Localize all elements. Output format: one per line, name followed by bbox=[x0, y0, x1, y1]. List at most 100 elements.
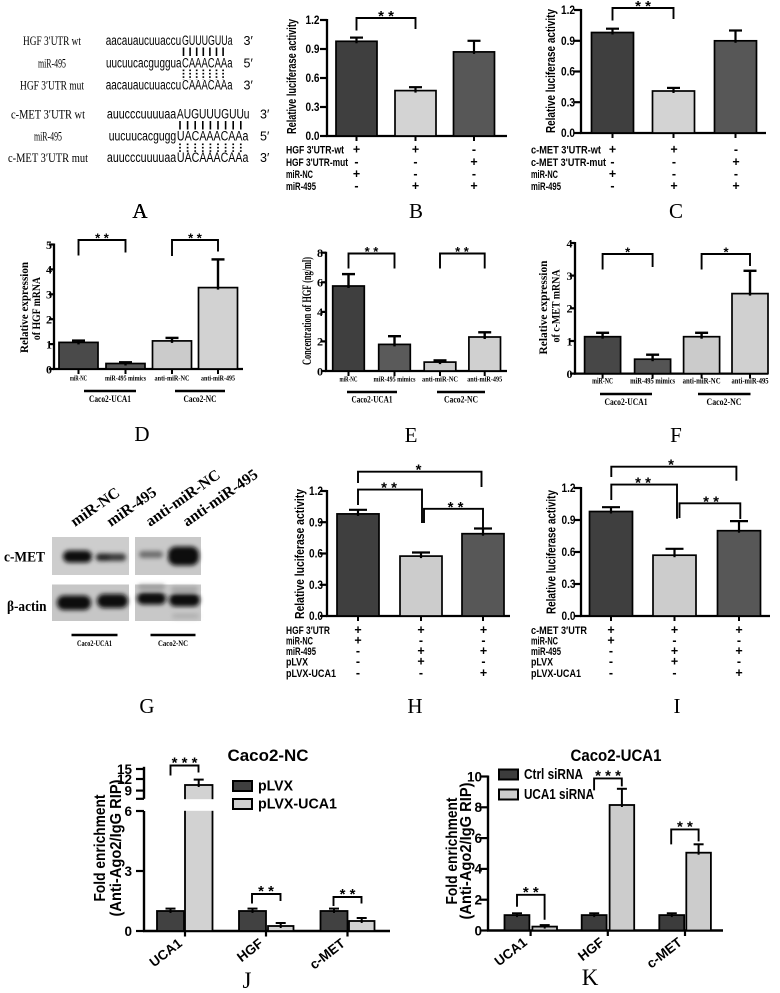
svg-text:uucuucacguggua: uucuucacguggua bbox=[106, 56, 182, 71]
svg-text:E: E bbox=[405, 423, 418, 447]
svg-text:G: G bbox=[139, 694, 154, 718]
svg-text:-: - bbox=[609, 666, 613, 680]
svg-text:miR-NC: miR-NC bbox=[340, 375, 358, 384]
svg-text:AUGUUUGUUu: AUGUUUGUUu bbox=[177, 107, 250, 122]
svg-text:0.9: 0.9 bbox=[306, 44, 320, 56]
svg-text:* *: * * bbox=[258, 883, 274, 900]
svg-text:+: + bbox=[609, 167, 616, 181]
svg-text:+: + bbox=[732, 155, 739, 169]
svg-text:+: + bbox=[671, 644, 678, 658]
svg-text:miR-495: miR-495 bbox=[531, 646, 561, 658]
svg-text:miR-NC: miR-NC bbox=[531, 636, 558, 648]
svg-text:3: 3 bbox=[46, 288, 52, 302]
svg-text:K: K bbox=[582, 965, 599, 990]
svg-text:+: + bbox=[735, 644, 742, 658]
svg-text:A: A bbox=[132, 199, 148, 223]
svg-text:C: C bbox=[669, 199, 683, 223]
svg-text:+: + bbox=[353, 143, 360, 157]
svg-text:+: + bbox=[607, 634, 614, 648]
svg-text:+: + bbox=[470, 179, 477, 193]
svg-text:miR-495: miR-495 bbox=[286, 646, 316, 658]
svg-text:auucccuuuuaa: auucccuuuuaa bbox=[107, 150, 177, 165]
svg-text:3′: 3′ bbox=[244, 79, 254, 93]
svg-text:anti-miR-NC: anti-miR-NC bbox=[683, 377, 721, 386]
svg-text:-: - bbox=[419, 634, 423, 648]
svg-text:0: 0 bbox=[567, 367, 573, 381]
svg-text:+: + bbox=[417, 655, 424, 669]
svg-text:* *: * * bbox=[703, 493, 719, 510]
svg-text:+: + bbox=[412, 179, 419, 193]
svg-text:4: 4 bbox=[474, 862, 482, 877]
svg-text:Caco2-NC: Caco2-NC bbox=[228, 746, 309, 765]
svg-text:+: + bbox=[609, 143, 616, 157]
svg-text:0.0: 0.0 bbox=[561, 128, 575, 140]
svg-text:Fold enrichment: Fold enrichment bbox=[444, 797, 461, 905]
svg-text:HGF 3′UTR: HGF 3′UTR bbox=[286, 625, 330, 637]
svg-text:2: 2 bbox=[474, 893, 482, 908]
svg-text:Relative luciferase activity: Relative luciferase activity bbox=[544, 489, 559, 614]
svg-text:3′: 3′ bbox=[260, 108, 270, 122]
svg-text:-: - bbox=[356, 655, 360, 669]
svg-text:anti-miR-NC: anti-miR-NC bbox=[155, 374, 190, 383]
svg-text:-: - bbox=[413, 167, 417, 181]
svg-text:anti-miR-495: anti-miR-495 bbox=[201, 374, 235, 383]
svg-text:* *: * * bbox=[378, 8, 394, 25]
svg-text:0.0: 0.0 bbox=[562, 611, 576, 623]
svg-text:uucuucacgugg: uucuucacgugg bbox=[109, 129, 177, 144]
svg-text:-: - bbox=[672, 634, 676, 648]
svg-text:miR-NC: miR-NC bbox=[531, 169, 558, 181]
svg-text:D: D bbox=[134, 422, 149, 446]
svg-text:miR-495: miR-495 bbox=[286, 181, 316, 193]
svg-text:miR-495 mimics: miR-495 mimics bbox=[105, 374, 146, 383]
svg-text:Ctrl siRNA: Ctrl siRNA bbox=[524, 767, 583, 783]
svg-text:of c-MET mRNA: of c-MET mRNA bbox=[549, 269, 563, 342]
svg-text:β-actin: β-actin bbox=[7, 599, 47, 615]
svg-text:Relative expression: Relative expression bbox=[536, 260, 550, 354]
svg-text:miR-495 mimics: miR-495 mimics bbox=[374, 375, 416, 384]
svg-text:-: - bbox=[481, 634, 485, 648]
svg-text:6: 6 bbox=[124, 804, 132, 819]
svg-text:12: 12 bbox=[117, 772, 132, 787]
svg-text:Caco2-UCA1: Caco2-UCA1 bbox=[77, 638, 112, 648]
svg-text:0.6: 0.6 bbox=[561, 67, 575, 79]
svg-text:0.0: 0.0 bbox=[309, 611, 323, 623]
svg-text:Fold enrichment: Fold enrichment bbox=[92, 794, 109, 902]
svg-text:3′: 3′ bbox=[260, 151, 270, 165]
svg-text:+: + bbox=[354, 623, 361, 637]
svg-text:5: 5 bbox=[46, 238, 52, 252]
svg-text:pLVX: pLVX bbox=[286, 657, 309, 669]
svg-text:4: 4 bbox=[567, 236, 573, 250]
svg-text:Concentration of HGF (ng/ml): Concentration of HGF (ng/ml) bbox=[300, 257, 314, 365]
svg-text:c-MET 3′UTR: c-MET 3′UTR bbox=[531, 625, 587, 637]
svg-text:2: 2 bbox=[567, 302, 573, 316]
svg-text:0.3: 0.3 bbox=[306, 102, 320, 114]
svg-text:-: - bbox=[734, 167, 738, 181]
svg-text:CAAACAAa: CAAACAAa bbox=[182, 56, 233, 71]
svg-text:1: 1 bbox=[567, 334, 573, 348]
svg-text:c-MET 3'UTR-wt: c-MET 3'UTR-wt bbox=[531, 145, 601, 157]
svg-text:*: * bbox=[668, 457, 674, 474]
svg-text:-: - bbox=[472, 167, 476, 181]
svg-text:pLVX-UCA1: pLVX-UCA1 bbox=[286, 668, 336, 680]
svg-text:+: + bbox=[671, 655, 678, 669]
svg-text:-: - bbox=[672, 155, 676, 169]
svg-text:0.9: 0.9 bbox=[561, 36, 575, 48]
svg-text:(Anti-Ago2/IgG RIP): (Anti-Ago2/IgG RIP) bbox=[458, 783, 475, 920]
svg-text:1.2: 1.2 bbox=[562, 483, 576, 495]
svg-text:HGF 3′UTR wt: HGF 3′UTR wt bbox=[23, 33, 81, 48]
svg-text:F: F bbox=[670, 423, 682, 447]
svg-text:Caco2-UCA1: Caco2-UCA1 bbox=[571, 746, 662, 765]
svg-text:* *: * * bbox=[455, 244, 470, 259]
svg-text:pLVX: pLVX bbox=[258, 779, 293, 795]
svg-text:aacauaucuuaccu: aacauaucuuaccu bbox=[106, 33, 182, 48]
svg-text:0.0: 0.0 bbox=[306, 131, 320, 143]
svg-text:*: * bbox=[723, 245, 729, 260]
svg-text:5′: 5′ bbox=[260, 130, 270, 144]
svg-text:3: 3 bbox=[567, 269, 573, 283]
svg-text:* *: * * bbox=[188, 231, 203, 246]
svg-text:miR-NC: miR-NC bbox=[592, 377, 613, 386]
svg-text:2: 2 bbox=[46, 313, 52, 327]
svg-text:A: A bbox=[132, 199, 148, 223]
svg-text:-: - bbox=[481, 655, 485, 669]
svg-text:Caco2-NC: Caco2-NC bbox=[707, 398, 742, 408]
